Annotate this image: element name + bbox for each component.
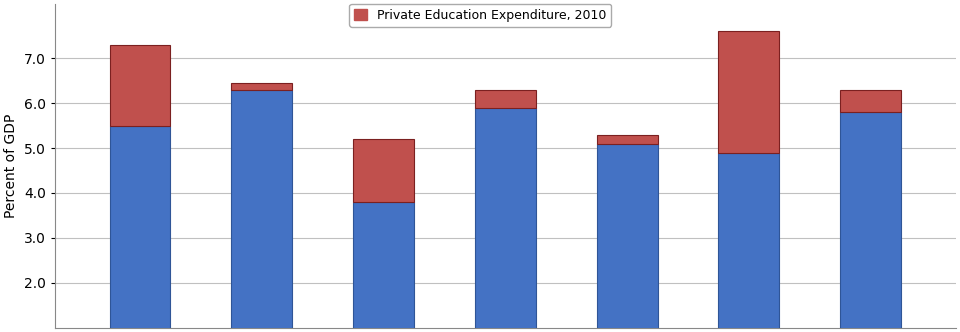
- Bar: [596, 143, 658, 332]
- Bar: [475, 108, 536, 332]
- Bar: [840, 90, 901, 112]
- Legend: Private Education Expenditure, 2010: Private Education Expenditure, 2010: [349, 4, 612, 27]
- Y-axis label: Percent of GDP: Percent of GDP: [4, 114, 18, 218]
- Bar: [231, 83, 292, 90]
- Bar: [109, 44, 171, 125]
- Bar: [231, 90, 292, 332]
- Bar: [353, 202, 414, 332]
- Bar: [596, 134, 658, 143]
- Bar: [718, 31, 780, 152]
- Bar: [840, 112, 901, 332]
- Bar: [353, 139, 414, 202]
- Bar: [718, 152, 780, 332]
- Bar: [109, 125, 171, 332]
- Bar: [475, 90, 536, 108]
